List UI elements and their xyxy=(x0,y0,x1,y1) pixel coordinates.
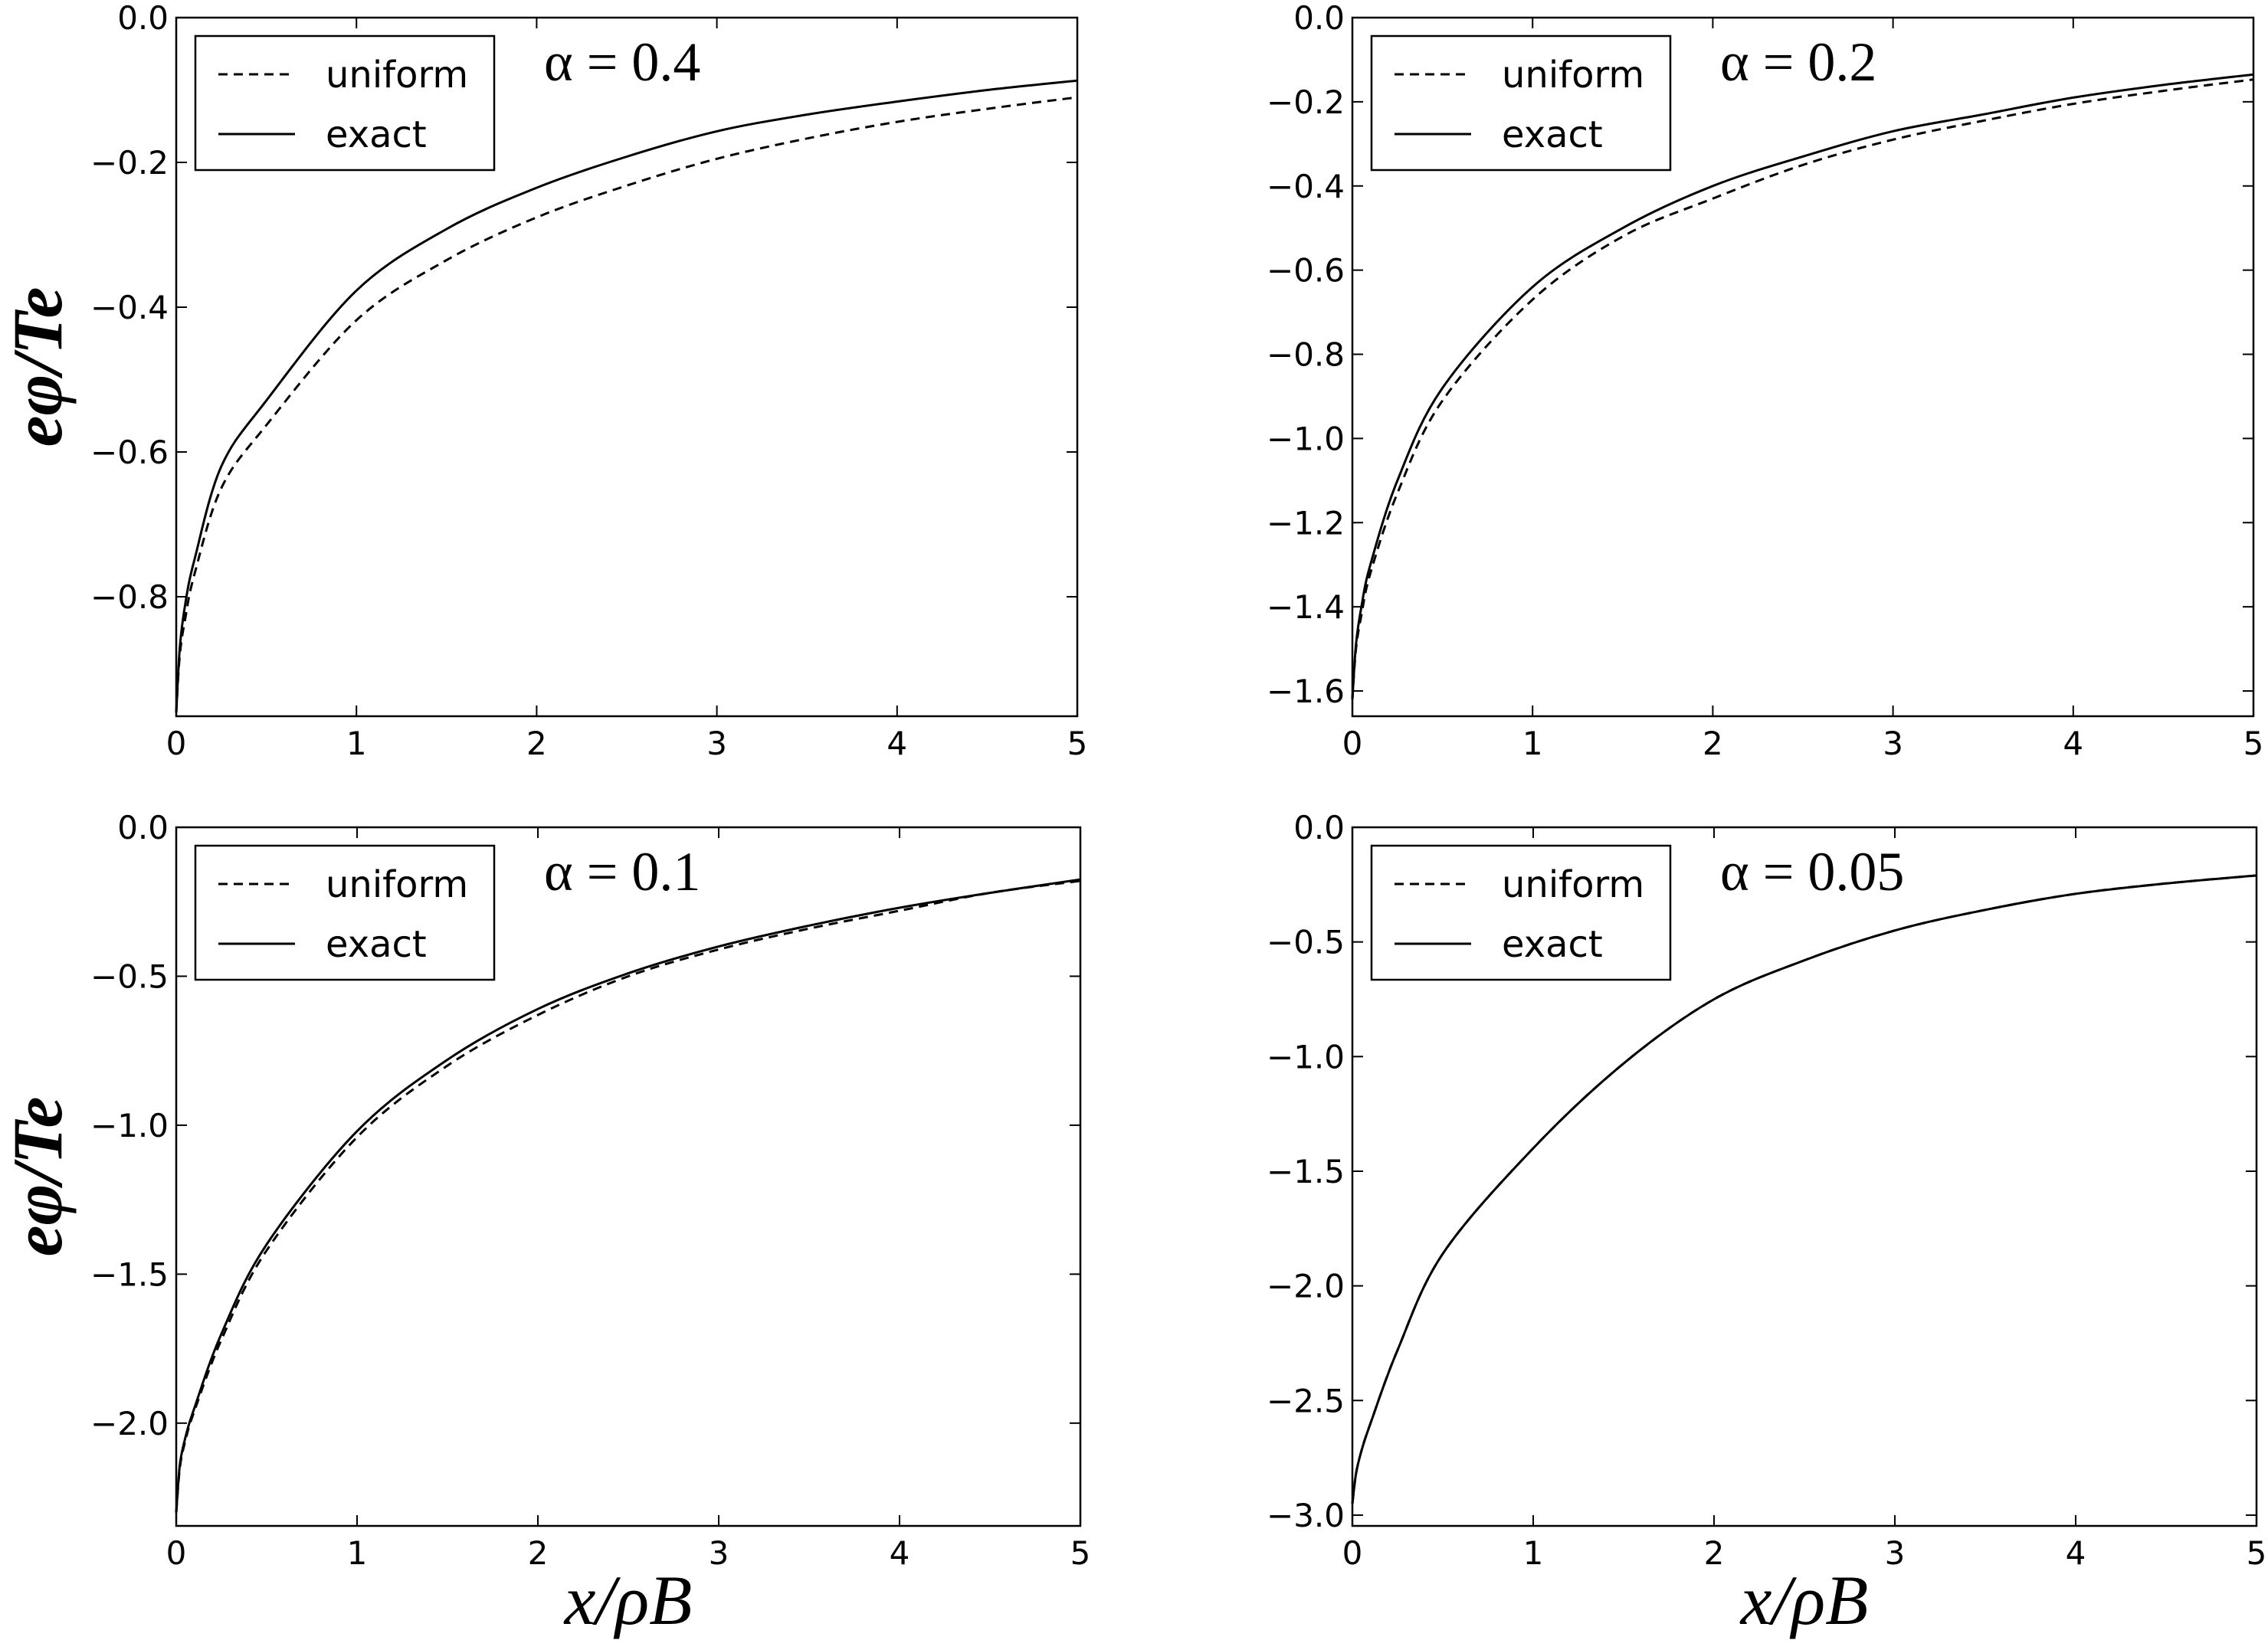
y-tick-label: −1.0 xyxy=(1267,1038,1345,1075)
x-tick-label: 4 xyxy=(2063,725,2083,762)
x-tick-label: 3 xyxy=(1883,725,1903,762)
y-tick-label: −0.4 xyxy=(1267,168,1345,205)
legend: uniform exact xyxy=(1370,844,1672,981)
legend-label-exact: exact xyxy=(326,113,427,156)
legend-label-exact: exact xyxy=(1502,113,1603,156)
x-tick-label: 0 xyxy=(1342,1534,1363,1572)
y-tick-label: −1.5 xyxy=(1267,1153,1345,1190)
y-tick-label: 0.0 xyxy=(117,809,169,846)
x-tick-label: 5 xyxy=(1067,725,1088,762)
alpha-annotation: α = 0.4 xyxy=(544,31,700,93)
axes-frame xyxy=(175,16,1079,718)
axes-frame xyxy=(175,826,1082,1527)
y-axis-label: eφ/Te xyxy=(0,287,77,447)
x-tick-label: 1 xyxy=(346,725,367,762)
alpha-annotation: α = 0.2 xyxy=(1720,31,1876,93)
alpha-annotation: α = 0.05 xyxy=(1720,841,1904,902)
y-tick-label: −0.8 xyxy=(1267,336,1345,374)
x-tick-label: 3 xyxy=(1885,1534,1906,1572)
legend-label-uniform: uniform xyxy=(326,863,468,906)
y-tick-label: −2.0 xyxy=(90,1405,169,1442)
legend-label-exact: exact xyxy=(326,923,427,966)
series-exact-line xyxy=(1351,73,2254,700)
legend-box xyxy=(194,844,496,981)
panel-3: 0 1 2 3 4 5 0.0 −0.5 −1.0 −1.5 −2.0 uniform exact α =… xyxy=(0,809,1090,1639)
y-tick-label: −0.8 xyxy=(90,578,169,616)
x-tick-label: 4 xyxy=(2066,1534,2086,1572)
legend-label-exact: exact xyxy=(1502,923,1603,966)
series-uniform-line xyxy=(175,879,1081,1513)
y-tick-label: −1.4 xyxy=(1267,588,1345,626)
x-axis-label: x/ρB xyxy=(563,1561,693,1639)
y-tick-label: −2.0 xyxy=(1267,1268,1345,1305)
x-tick-label: 3 xyxy=(709,1534,729,1572)
x-tick-label: 2 xyxy=(528,1534,549,1572)
x-tick-label: 2 xyxy=(526,725,547,762)
series-uniform-line xyxy=(1351,78,2254,700)
y-tick-label: −0.6 xyxy=(1267,252,1345,290)
y-tick-label: −1.2 xyxy=(1267,504,1345,542)
y-tick-label: −0.2 xyxy=(90,144,169,182)
y-tick-label: −1.0 xyxy=(1267,420,1345,457)
y-tick-label: 0.0 xyxy=(117,0,169,37)
x-tick-label: 4 xyxy=(887,725,907,762)
y-axis-label: eφ/Te xyxy=(0,1097,77,1257)
x-tick-label: 1 xyxy=(347,1534,368,1572)
y-tick-label: −2.5 xyxy=(1267,1382,1345,1419)
axes-frame xyxy=(1351,826,2258,1527)
legend-box xyxy=(194,34,496,172)
legend: uniform exact xyxy=(194,34,496,172)
panel-1: 0 1 2 3 4 5 0.0 −0.2 −0.4 −0.6 −0.8 uniform exact α =… xyxy=(0,0,1087,762)
y-tick-label: −0.6 xyxy=(90,434,169,471)
x-tick-label: 0 xyxy=(1342,725,1363,762)
legend-box xyxy=(1370,34,1672,172)
legend: uniform exact xyxy=(194,844,496,981)
panel-4: 0 1 2 3 4 5 0.0 −0.5 −1.0 −1.5 −2.0 −2.5 −3.0 uniform… xyxy=(1267,809,2266,1639)
series-exact-line xyxy=(175,79,1078,713)
x-tick-label: 5 xyxy=(2247,1534,2267,1572)
series-uniform-line xyxy=(175,96,1078,713)
y-tick-label: −0.5 xyxy=(1267,924,1345,961)
x-tick-label: 1 xyxy=(1523,1534,1544,1572)
series-exact-line xyxy=(1351,874,2257,1504)
x-tick-label: 4 xyxy=(890,1534,910,1572)
y-tick-label: −1.5 xyxy=(90,1256,169,1293)
y-tick-label: −0.4 xyxy=(90,289,169,326)
x-axis-label: x/ρB xyxy=(1739,1561,1869,1639)
y-tick-label: −0.5 xyxy=(90,958,169,995)
x-tick-label: 0 xyxy=(166,725,187,762)
x-tick-label: 1 xyxy=(1522,725,1543,762)
x-tick-label: 5 xyxy=(1070,1534,1091,1572)
legend-label-uniform: uniform xyxy=(1502,54,1644,97)
legend: uniform exact xyxy=(1370,34,1672,172)
x-tick-label: 3 xyxy=(706,725,727,762)
y-tick-label: −0.2 xyxy=(1267,83,1345,121)
y-tick-label: −1.6 xyxy=(1267,673,1345,710)
legend-label-uniform: uniform xyxy=(326,54,468,97)
series-exact-line xyxy=(175,878,1081,1513)
x-tick-label: 5 xyxy=(2243,725,2264,762)
legend-box xyxy=(1370,844,1672,981)
y-tick-label: 0.0 xyxy=(1293,809,1345,846)
x-tick-label: 2 xyxy=(1704,1534,1725,1572)
legend-label-uniform: uniform xyxy=(1502,863,1644,906)
y-tick-label: −3.0 xyxy=(1267,1497,1345,1534)
y-tick-label: −1.0 xyxy=(90,1107,169,1144)
y-tick-label: 0.0 xyxy=(1293,0,1345,37)
x-tick-label: 0 xyxy=(166,1534,187,1572)
axes-frame xyxy=(1351,16,2255,718)
x-tick-label: 2 xyxy=(1703,725,1723,762)
panel-2: 0 1 2 3 4 5 0.0 −0.2 −0.4 −0.6 −0.8 −1.0 −1.2 −1.4 −1.… xyxy=(1267,0,2263,762)
alpha-annotation: α = 0.1 xyxy=(544,841,700,902)
